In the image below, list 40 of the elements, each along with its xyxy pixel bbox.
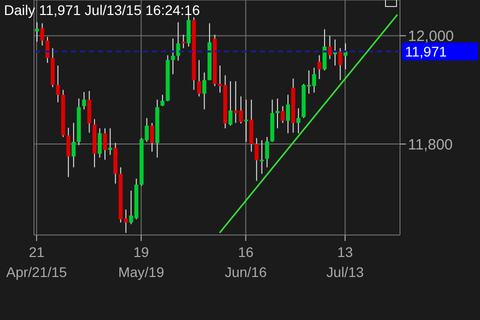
candlestick <box>338 48 342 81</box>
candlestick <box>296 108 300 134</box>
candlestick <box>72 122 76 168</box>
candlestick <box>87 90 92 134</box>
candlestick <box>228 80 232 126</box>
candlestick <box>328 35 332 60</box>
chart-title: Daily 11,971 Jul/13/15 16:24:16 <box>4 2 200 18</box>
candlestick <box>181 34 186 49</box>
candlestick <box>56 65 60 103</box>
candlestick <box>276 98 280 129</box>
candlestick <box>108 128 112 156</box>
candlestick <box>244 99 248 142</box>
candlestick <box>45 36 50 64</box>
candlestick <box>202 72 206 110</box>
candlestick <box>170 38 175 75</box>
x-tick-label: 21 Apr/21/15 <box>6 244 68 280</box>
x-tick-label: 13 Jul/13 <box>326 244 364 280</box>
candlestick <box>82 92 86 110</box>
y-tick-label: 11,800 <box>408 136 453 154</box>
candlestick <box>150 122 154 152</box>
candlestick <box>322 28 327 71</box>
candlestick <box>265 136 270 168</box>
candlestick <box>317 54 322 80</box>
candlestick <box>280 106 285 124</box>
y-tick-label: 12,000 <box>408 28 454 46</box>
candlestick <box>197 60 202 97</box>
ref-line-label: 11,971 <box>405 43 447 60</box>
candlestick <box>160 94 164 107</box>
candlestick <box>176 22 180 62</box>
x-tick-label: 19 May/19 <box>118 244 164 280</box>
candlestick <box>102 128 107 160</box>
candlestick <box>66 127 70 178</box>
candlestick <box>254 138 259 182</box>
candlestick <box>35 22 39 42</box>
candlestick <box>40 22 44 46</box>
x-tick-label: 16 Jun/16 <box>224 244 267 280</box>
candlestick <box>343 42 348 70</box>
candlestick <box>260 140 264 174</box>
candlestick <box>98 128 102 158</box>
candlestick <box>286 94 290 134</box>
